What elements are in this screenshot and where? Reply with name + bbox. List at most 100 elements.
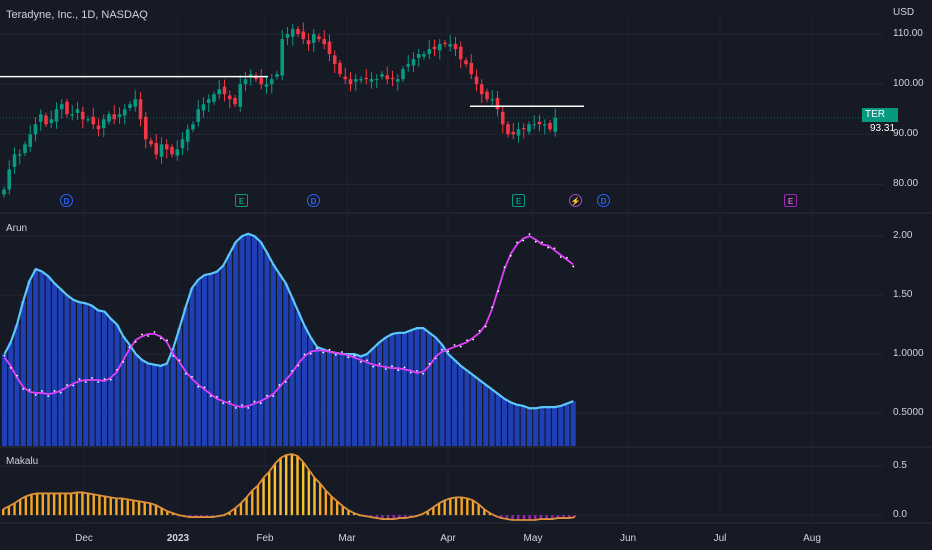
candle-body [28, 134, 33, 147]
makalu-bar [386, 515, 390, 520]
arun-bar [570, 401, 576, 446]
arun-bar [202, 275, 207, 446]
arun-bar [39, 271, 45, 446]
arun-bar [270, 264, 276, 446]
arun-signal-dot [547, 246, 550, 249]
candle-body [7, 169, 12, 190]
makalu-bar [330, 496, 333, 516]
makalu-bar [256, 485, 260, 516]
arun-bar [133, 354, 139, 446]
makalu-bar [211, 515, 214, 518]
candle-body [243, 79, 248, 85]
candle-body [269, 79, 274, 85]
arun-bar [177, 328, 182, 446]
candle-body [448, 44, 453, 47]
makalu-bar [52, 493, 56, 516]
dividend-event-marker[interactable]: D [597, 194, 610, 207]
arun-bar [164, 363, 170, 446]
makalu-bar [188, 515, 192, 518]
arun-bar [495, 394, 501, 446]
arun-bar [564, 403, 570, 446]
makalu-bar [511, 515, 514, 521]
arun-bar [114, 324, 120, 446]
makalu-bar [432, 507, 435, 516]
earnings-event-marker[interactable]: E [512, 194, 525, 207]
makalu-bar [245, 497, 248, 516]
arun-signal-dot [116, 368, 118, 371]
arun-signal-dot [141, 333, 143, 336]
arun-signal-dot [534, 240, 537, 243]
makalu-bar [403, 515, 407, 519]
arun-bar [502, 398, 507, 446]
dividend-event-marker[interactable]: D [60, 194, 73, 207]
arun-bar [327, 351, 332, 446]
x-axis-tick: Apr [440, 533, 456, 544]
currency-label: USD [893, 7, 915, 18]
arun-bar [58, 289, 64, 446]
candle-body [96, 125, 101, 130]
earnings-event-marker[interactable]: E [235, 194, 248, 207]
candle-body [479, 84, 484, 95]
candle-body [212, 94, 216, 102]
candle-body [86, 119, 90, 121]
makalu-bar [268, 471, 271, 516]
candle-body [33, 124, 38, 135]
candle-body [101, 119, 106, 129]
arun-signal-dot [103, 378, 106, 381]
arun-signal-dot [447, 350, 450, 353]
arun-bar [27, 280, 32, 446]
arun-axis-tick: 1.0000 [893, 348, 924, 360]
candle-body [317, 36, 321, 40]
arun-signal-dot [322, 351, 325, 354]
arun-signal-dot [434, 357, 437, 360]
arun-signal-dot [566, 256, 568, 259]
arun-bar [545, 407, 551, 446]
arun-bar [489, 389, 495, 446]
last-price-symbol: TER [865, 109, 885, 120]
candle-body [128, 104, 132, 108]
makalu-bar [534, 515, 537, 521]
makalu-bar [7, 506, 11, 516]
arun-signal-dot [153, 331, 156, 333]
candle-body [500, 111, 505, 125]
candle-body [259, 77, 264, 85]
makalu-bar [58, 493, 61, 516]
arun-bar [314, 346, 320, 446]
makalu-bar [522, 515, 526, 521]
arun-bar [402, 332, 407, 446]
makalu-bar [109, 497, 112, 516]
candle-body [217, 89, 222, 95]
earnings-event-marker[interactable]: E [784, 194, 797, 207]
arun-signal-dot [22, 388, 25, 390]
arun-bar [227, 253, 232, 446]
candle-body [191, 124, 195, 130]
arun-signal-dot [528, 233, 531, 236]
makalu-bar [115, 498, 118, 516]
arun-bar [483, 384, 489, 446]
arun-bar [477, 379, 482, 446]
arun-signal-dot [72, 384, 75, 387]
candle-body [490, 99, 495, 101]
dividend-event-marker[interactable]: D [307, 194, 320, 207]
arun-bar [352, 354, 357, 446]
makalu-bar [460, 497, 463, 516]
candle-body [170, 146, 174, 155]
makalu-bar [539, 515, 543, 520]
candle-body [91, 116, 96, 125]
candle-body [149, 140, 153, 145]
candle-body [359, 79, 363, 81]
arun-bar [252, 236, 257, 446]
arun-bar [258, 242, 264, 446]
candle-body [311, 34, 316, 43]
arun-bar [383, 337, 389, 446]
arun-bar [170, 348, 176, 446]
arun-signal-dot [378, 362, 381, 365]
arun-signal-dot [234, 407, 237, 409]
candle-body [122, 109, 127, 116]
x-axis-tick: Mar [338, 533, 356, 544]
split-event-marker[interactable]: ⚡ [569, 194, 582, 207]
makalu-bar [18, 499, 22, 516]
makalu-bar [86, 493, 90, 516]
arun-bar [264, 252, 270, 446]
candle-body [301, 31, 306, 40]
